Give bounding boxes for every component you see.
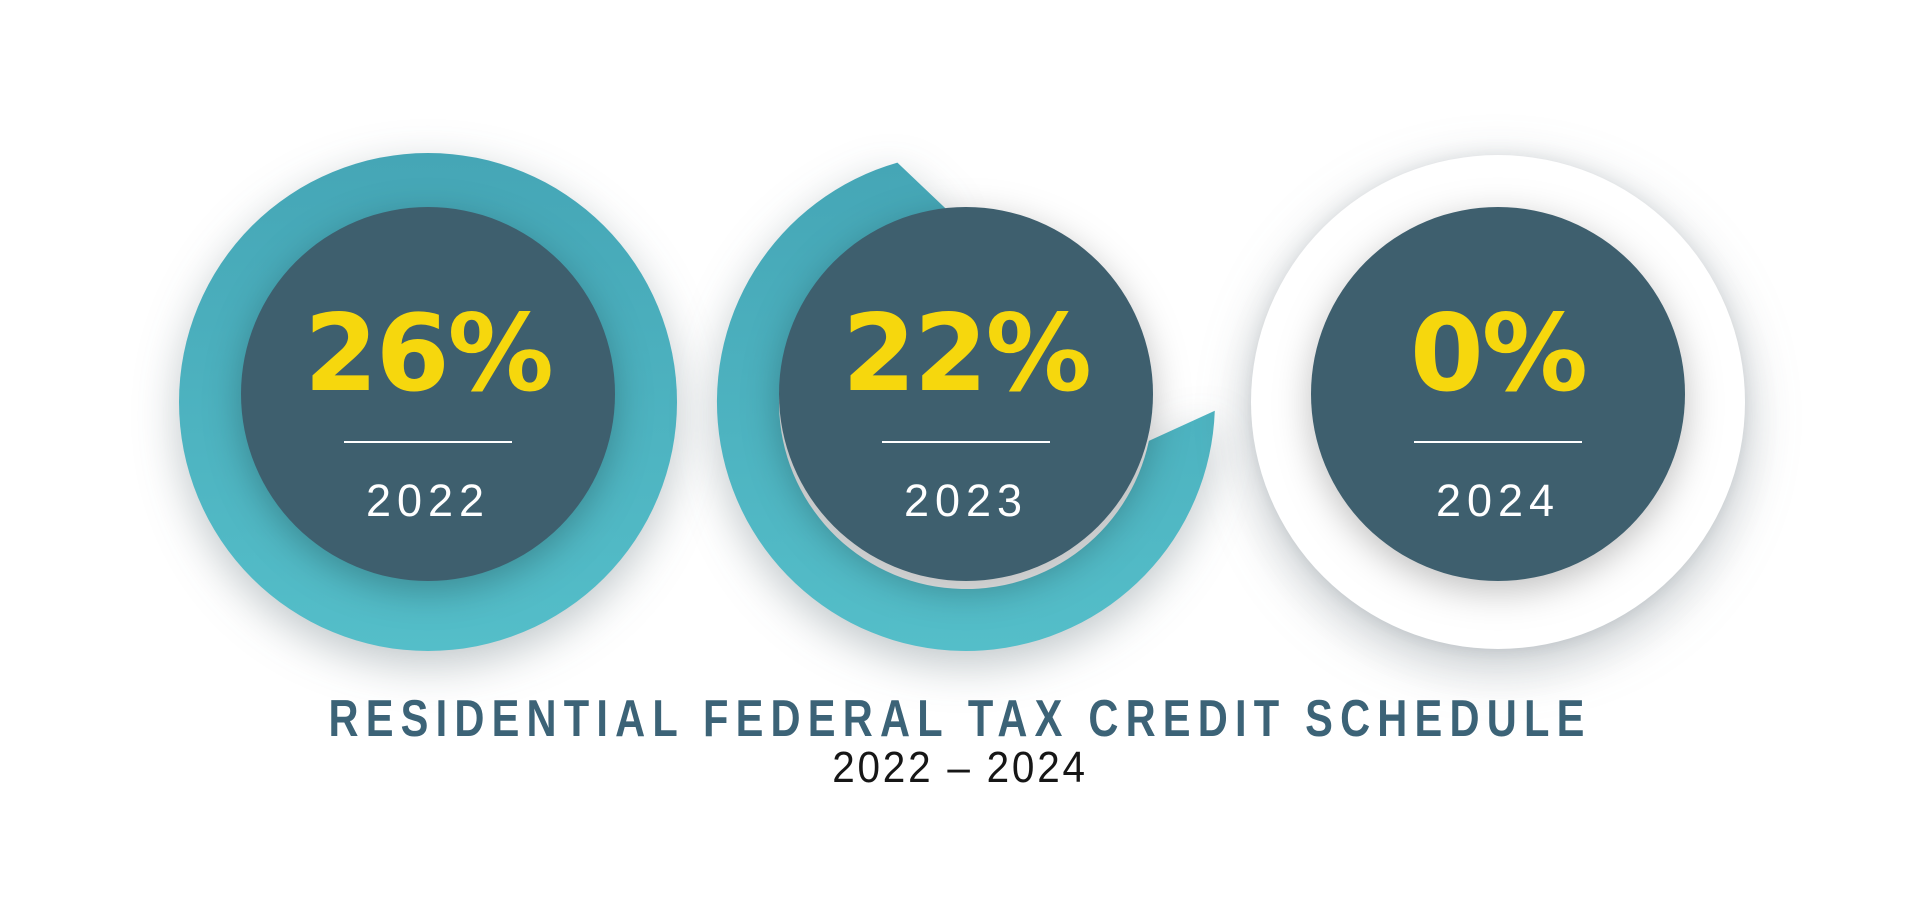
divider-line xyxy=(1414,441,1582,443)
badge-2022: 26% 2022 xyxy=(168,136,688,656)
badge-2022-graphic xyxy=(179,153,677,651)
chart-title: RESIDENTIAL FEDERAL TAX CREDIT SCHEDULE xyxy=(328,690,1592,748)
credit-value-2023: 22% xyxy=(842,292,1092,415)
badge-2023-graphic xyxy=(716,162,1215,651)
badge-2023-content: 22% 2023 xyxy=(706,136,1226,656)
badge-2024-content: 0% 2024 xyxy=(1238,136,1758,656)
inner-circle xyxy=(779,207,1153,581)
divider-line xyxy=(344,441,512,443)
credit-value-2022: 26% xyxy=(304,292,554,415)
badge-2023: 22% 2023 xyxy=(706,136,1226,656)
divider-line xyxy=(882,441,1050,443)
credit-value-2024: 0% xyxy=(1410,292,1588,415)
year-label-2023: 2023 xyxy=(903,475,1029,526)
chart-subtitle: 2022 – 2024 xyxy=(832,743,1088,792)
badge-2024: 0% 2024 xyxy=(1238,136,1758,656)
year-label-2022: 2022 xyxy=(365,475,491,526)
year-label-2024: 2024 xyxy=(1435,475,1561,526)
badge-2024-graphic xyxy=(1251,155,1745,649)
inner-circle xyxy=(241,207,615,581)
inner-circle xyxy=(1311,207,1685,581)
badge-2022-content: 26% 2022 xyxy=(168,136,688,656)
